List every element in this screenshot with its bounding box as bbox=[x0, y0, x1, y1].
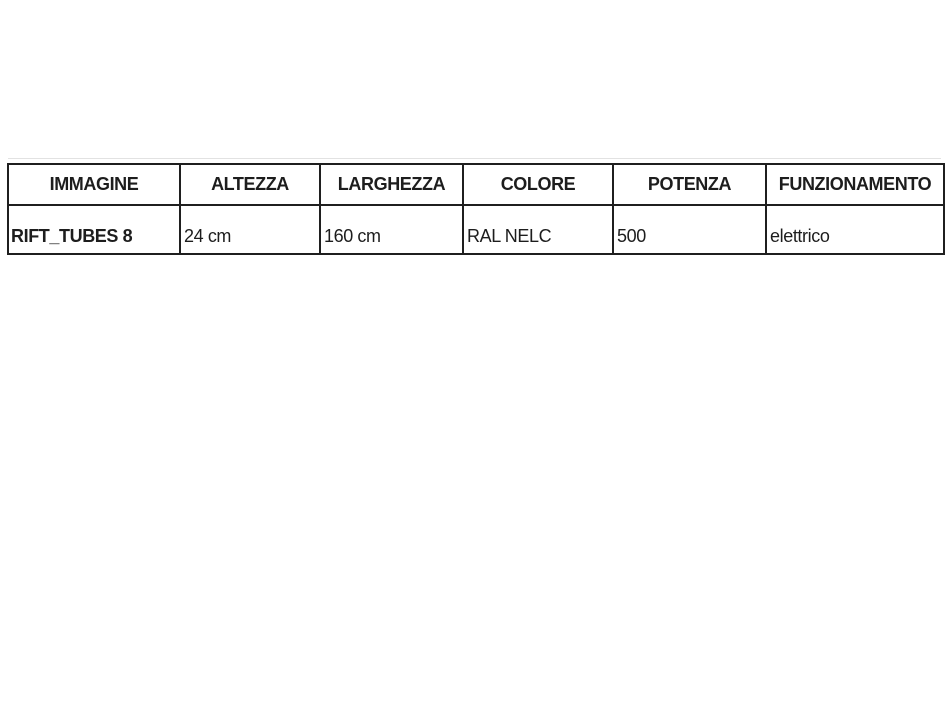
cell-colore: RAL NELC bbox=[462, 204, 614, 255]
cell-funzionamento: elettrico bbox=[765, 204, 945, 255]
cell-immagine: RIFT_TUBES 8 bbox=[7, 204, 181, 255]
cell-larghezza: 160 cm bbox=[319, 204, 464, 255]
column-header-potenza: POTENZA bbox=[612, 163, 767, 206]
table-row: RIFT_TUBES 8 24 cm 160 cm RAL NELC 500 e… bbox=[7, 204, 945, 255]
cell-potenza: 500 bbox=[612, 204, 767, 255]
column-header-immagine: IMMAGINE bbox=[7, 163, 181, 206]
scan-artifact-line bbox=[8, 158, 941, 159]
column-header-larghezza: LARGHEZZA bbox=[319, 163, 464, 206]
column-header-colore: COLORE bbox=[462, 163, 614, 206]
column-header-funzionamento: FUNZIONAMENTO bbox=[765, 163, 945, 206]
cell-altezza: 24 cm bbox=[179, 204, 321, 255]
column-header-altezza: ALTEZZA bbox=[179, 163, 321, 206]
product-spec-table: IMMAGINE ALTEZZA LARGHEZZA COLORE POTENZ… bbox=[7, 163, 945, 255]
header-row: IMMAGINE ALTEZZA LARGHEZZA COLORE POTENZ… bbox=[7, 163, 945, 206]
